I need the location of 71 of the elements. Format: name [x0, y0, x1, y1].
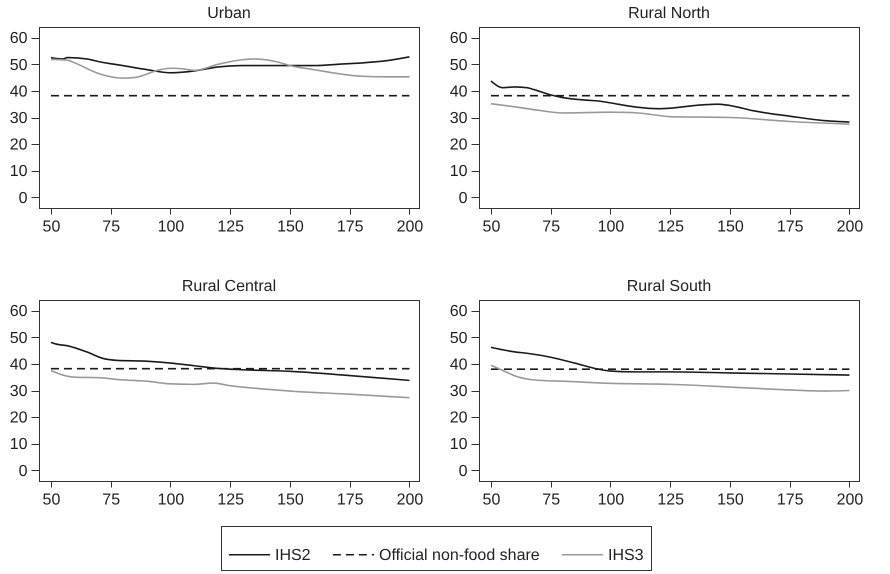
x-tick-label: 75 [102, 492, 120, 508]
x-tick-label: 125 [217, 218, 244, 236]
x-tick-label: 150 [717, 218, 744, 236]
legend-label: IHS2 [275, 546, 311, 564]
x-tick-label: 75 [102, 218, 120, 236]
y-tick-label: 0 [18, 190, 28, 207]
chart-title: Rural Central [182, 278, 276, 295]
line-series [50, 370, 410, 398]
y-tick-label: 60 [10, 30, 28, 48]
line-series [490, 364, 850, 392]
y-tick-label: 60 [450, 303, 468, 320]
x-tick-label: 100 [158, 218, 184, 236]
chart-title: Urban [207, 5, 251, 22]
y-tick-label: 40 [450, 356, 468, 374]
y-tick-label: 40 [10, 83, 28, 100]
x-tick-label: 125 [657, 492, 684, 508]
x-tick-label: 150 [277, 218, 304, 236]
y-tick-label: 60 [10, 303, 28, 320]
y-tick-label: 30 [10, 383, 28, 400]
y-tick-label: 60 [450, 30, 468, 48]
y-tick-label: 10 [450, 163, 468, 180]
x-tick-label: 50 [482, 218, 500, 236]
x-tick-label: 100 [158, 492, 184, 508]
line-series [50, 342, 410, 382]
y-tick-label: 50 [10, 56, 28, 74]
line-series [490, 80, 850, 123]
x-tick-label: 200 [396, 492, 424, 508]
y-tick-label: 20 [10, 410, 28, 427]
x-tick-label: 50 [42, 218, 60, 236]
y-tick-label: 20 [10, 136, 28, 154]
y-tick-label: 30 [450, 110, 468, 127]
y-tick-label: 20 [450, 410, 468, 427]
legend-label: Official non-food share [379, 546, 540, 564]
x-tick-label: 125 [217, 492, 244, 508]
y-tick-label: 0 [458, 462, 468, 480]
x-tick-label: 50 [42, 492, 60, 508]
line-series [50, 56, 410, 74]
line-series [490, 102, 850, 125]
y-tick-label: 50 [10, 330, 28, 347]
y-tick-label: 10 [10, 436, 28, 454]
y-tick-label: 0 [458, 190, 468, 207]
y-tick-label: 0 [18, 462, 28, 480]
y-tick-label: 20 [450, 136, 468, 154]
x-tick-label: 175 [776, 492, 804, 508]
x-tick-label: 100 [598, 492, 624, 508]
x-tick-label: 175 [336, 218, 364, 236]
legend-label: IHS3 [608, 546, 644, 564]
y-tick-label: 50 [450, 56, 468, 74]
x-tick-label: 50 [482, 492, 500, 508]
line-series [490, 346, 850, 376]
line-series [50, 58, 410, 79]
y-tick-label: 10 [10, 163, 28, 180]
y-tick-label: 50 [450, 330, 468, 347]
x-tick-label: 175 [336, 492, 364, 508]
x-tick-label: 200 [836, 492, 864, 508]
y-tick-label: 30 [450, 383, 468, 400]
chart-title: Rural North [628, 5, 710, 22]
x-tick-label: 150 [717, 492, 744, 508]
chart-title: Rural South [626, 278, 712, 295]
x-tick-label: 75 [542, 492, 560, 508]
y-tick-label: 30 [10, 110, 28, 127]
x-tick-label: 200 [396, 218, 424, 236]
x-tick-label: 175 [776, 218, 804, 236]
x-tick-label: 150 [277, 492, 304, 508]
x-tick-label: 75 [542, 218, 560, 236]
x-tick-label: 100 [598, 218, 624, 236]
y-tick-label: 40 [10, 356, 28, 374]
x-tick-label: 125 [657, 218, 684, 236]
y-tick-label: 10 [450, 436, 468, 454]
y-tick-label: 40 [450, 83, 468, 100]
x-tick-label: 200 [836, 218, 864, 236]
